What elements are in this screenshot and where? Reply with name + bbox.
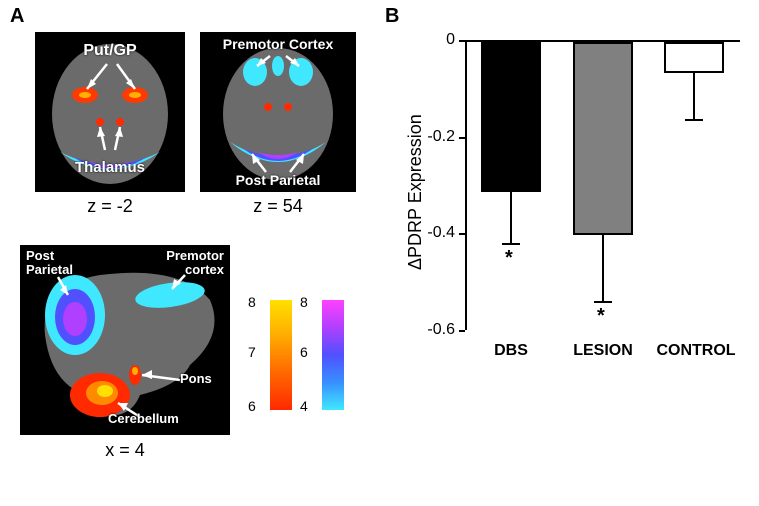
panel-a-label-text: A <box>10 5 24 27</box>
bar-control <box>664 42 724 73</box>
caption-axial2: z = 54 <box>200 196 356 217</box>
sig-lesion: * <box>597 305 605 328</box>
caption-sagittal-text: x = 4 <box>105 440 145 460</box>
ytick-mark-3 <box>459 330 465 332</box>
xcat-dbs-text: DBS <box>494 342 528 359</box>
panel-a-label: A <box>10 5 24 28</box>
cb-hot-t0: 8 <box>248 294 256 310</box>
cb-hot-t2: 6 <box>248 398 256 414</box>
y-axis <box>465 40 467 330</box>
cb-cool-t0: 8 <box>300 294 308 310</box>
ytick-3-text: -0.6 <box>427 321 455 338</box>
xcat-control: CONTROL <box>648 342 744 360</box>
ytick-0: 0 <box>410 31 455 49</box>
err-lesion <box>602 235 604 303</box>
bar-lesion <box>573 42 633 235</box>
ytick-1-text: -0.2 <box>427 128 455 145</box>
ytick-mark-0 <box>459 40 465 42</box>
brain-axial-z54: Premotor Cortex Post Parietal <box>200 32 356 192</box>
cb-hot-tick-7: 7 <box>248 344 256 360</box>
ytick-3: -0.6 <box>410 321 455 339</box>
caption-axial1: z = -2 <box>35 196 185 217</box>
err-cap-lesion <box>594 301 612 303</box>
cb-hot-t1: 7 <box>248 344 256 360</box>
colorbar-cool <box>322 300 344 410</box>
caption-sagittal: x = 4 <box>20 440 230 461</box>
cb-hot-tick-6: 6 <box>248 398 256 414</box>
y-axis-label: ΔPDRP Expression <box>405 114 426 270</box>
brain-sagittal-x4: Post Parietal Premotor cortex Pons Cereb… <box>20 245 230 435</box>
ytick-mark-2 <box>459 233 465 235</box>
panel-b-label-text: B <box>385 5 399 27</box>
brain-axial-z-minus2: Put/GP Thalamus <box>35 32 185 192</box>
cb-cool-t2: 4 <box>300 398 308 414</box>
xcat-control-text: CONTROL <box>656 342 735 359</box>
cb-hot-tick-8: 8 <box>248 294 256 310</box>
sig-dbs: * <box>505 247 513 270</box>
brain-sagittal-svg <box>20 245 230 435</box>
bar-dbs <box>481 42 541 192</box>
err-control <box>693 73 695 121</box>
brain-axial2-svg <box>200 32 356 192</box>
xcat-lesion: LESION <box>560 342 646 360</box>
err-dbs <box>510 192 512 245</box>
ytick-2-text: -0.4 <box>427 224 455 241</box>
ytick-mark-1 <box>459 137 465 139</box>
panel-b-label: B <box>385 5 399 28</box>
xcat-dbs: DBS <box>468 342 554 360</box>
ytick-0-text: 0 <box>446 31 455 48</box>
cb-cool-tick-4: 4 <box>300 398 308 414</box>
err-cap-dbs <box>502 243 520 245</box>
caption-axial2-text: z = 54 <box>253 196 303 216</box>
colorbar-hot <box>270 300 292 410</box>
brain-axial1-svg <box>35 32 185 192</box>
xcat-lesion-text: LESION <box>573 342 633 359</box>
cb-cool-tick-8: 8 <box>300 294 308 310</box>
y-axis-label-text: ΔPDRP Expression <box>405 114 425 270</box>
cb-cool-tick-6: 6 <box>300 344 308 360</box>
caption-axial1-text: z = -2 <box>87 196 133 216</box>
cb-cool-t1: 6 <box>300 344 308 360</box>
err-cap-control <box>685 119 703 121</box>
